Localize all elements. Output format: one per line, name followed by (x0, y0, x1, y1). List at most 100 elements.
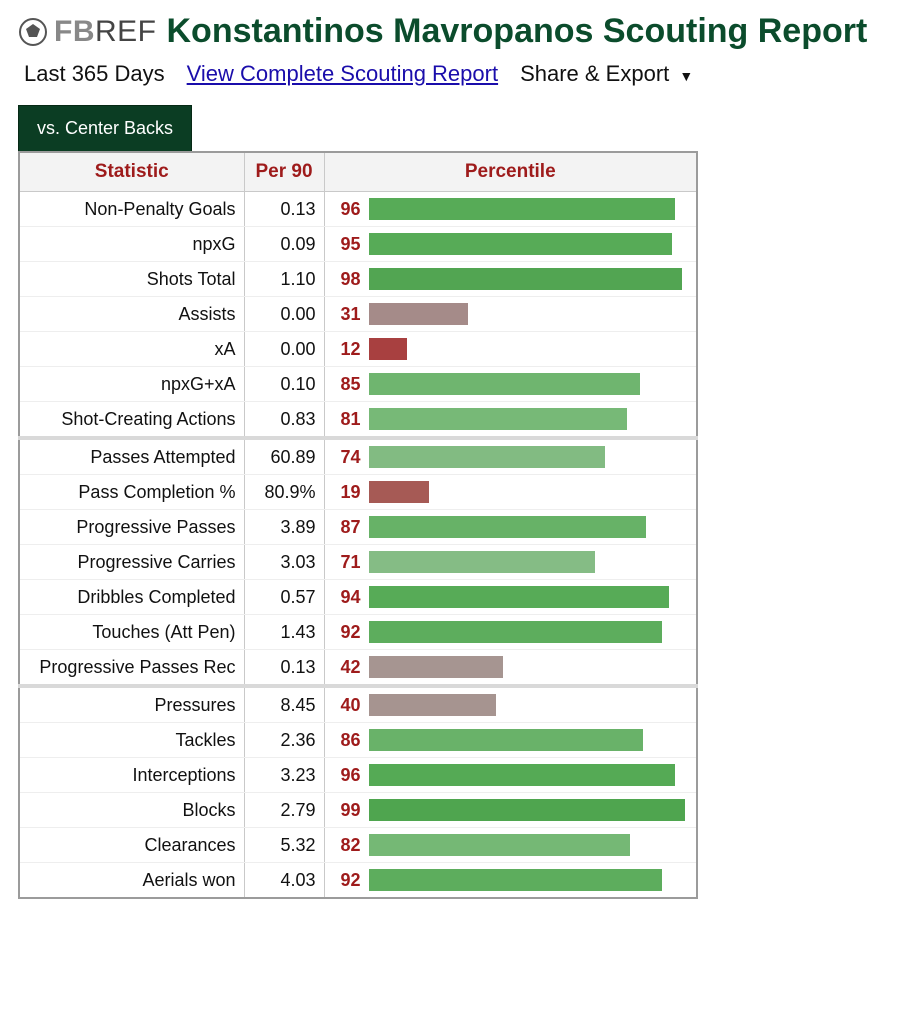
percentile-bar-fill (369, 198, 676, 220)
percentile-value: 92 (333, 870, 361, 891)
percentile-bar-fill (369, 621, 663, 643)
per90-value: 0.09 (244, 227, 324, 262)
percentile-bar (369, 373, 689, 395)
per90-value: 0.10 (244, 367, 324, 402)
percentile-bar-fill (369, 656, 503, 678)
stat-name: Dribbles Completed (19, 580, 244, 615)
table-row: Dribbles Completed0.5794 (19, 580, 697, 615)
per90-value: 2.79 (244, 793, 324, 828)
col-percentile: Percentile (324, 152, 697, 192)
dropdown-caret-icon: ▼ (679, 68, 693, 84)
per90-value: 0.83 (244, 402, 324, 439)
percentile-bar-fill (369, 834, 631, 856)
per90-value: 8.45 (244, 686, 324, 723)
table-row: Progressive Passes3.8987 (19, 510, 697, 545)
percentile-cell: 95 (324, 227, 697, 262)
percentile-value: 96 (333, 199, 361, 220)
table-row: Shot-Creating Actions0.8381 (19, 402, 697, 439)
scouting-table: Statistic Per 90 Percentile Non-Penalty … (18, 151, 698, 899)
page-title: Konstantinos Mavropanos Scouting Report (167, 12, 868, 51)
percentile-bar-fill (369, 729, 644, 751)
percentile-value: 71 (333, 552, 361, 573)
percentile-value: 98 (333, 269, 361, 290)
percentile-cell: 81 (324, 402, 697, 439)
per90-value: 1.10 (244, 262, 324, 297)
stat-name: Progressive Passes Rec (19, 650, 244, 687)
percentile-value: 85 (333, 374, 361, 395)
table-row: Assists0.0031 (19, 297, 697, 332)
percentile-cell: 86 (324, 723, 697, 758)
percentile-value: 87 (333, 517, 361, 538)
per90-value: 0.00 (244, 332, 324, 367)
share-export-label: Share & Export (520, 61, 669, 86)
percentile-value: 31 (333, 304, 361, 325)
table-header-row: Statistic Per 90 Percentile (19, 152, 697, 192)
stat-name: Blocks (19, 793, 244, 828)
per90-value: 60.89 (244, 438, 324, 475)
percentile-value: 82 (333, 835, 361, 856)
percentile-bar (369, 198, 689, 220)
percentile-bar-fill (369, 408, 628, 430)
subheader: Last 365 Days View Complete Scouting Rep… (24, 61, 896, 87)
stat-name: Shots Total (19, 262, 244, 297)
share-export-button[interactable]: Share & Export ▼ (520, 61, 693, 87)
percentile-bar-fill (369, 338, 407, 360)
table-row: Aerials won4.0392 (19, 863, 697, 899)
col-statistic: Statistic (19, 152, 244, 192)
percentile-bar-fill (369, 373, 641, 395)
percentile-bar (369, 764, 689, 786)
stat-name: npxG (19, 227, 244, 262)
percentile-bar-fill (369, 446, 605, 468)
percentile-cell: 82 (324, 828, 697, 863)
table-row: Progressive Passes Rec0.1342 (19, 650, 697, 687)
percentile-bar (369, 268, 689, 290)
percentile-value: 94 (333, 587, 361, 608)
percentile-cell: 12 (324, 332, 697, 367)
percentile-bar (369, 446, 689, 468)
percentile-bar-fill (369, 551, 596, 573)
percentile-cell: 99 (324, 793, 697, 828)
percentile-cell: 92 (324, 863, 697, 899)
stat-name: Interceptions (19, 758, 244, 793)
per90-value: 1.43 (244, 615, 324, 650)
table-row: Tackles2.3686 (19, 723, 697, 758)
site-logo[interactable]: FBREF (18, 15, 157, 49)
stat-name: Pressures (19, 686, 244, 723)
percentile-cell: 71 (324, 545, 697, 580)
per90-value: 5.32 (244, 828, 324, 863)
stat-name: Progressive Passes (19, 510, 244, 545)
percentile-bar (369, 408, 689, 430)
stat-name: Shot-Creating Actions (19, 402, 244, 439)
percentile-cell: 87 (324, 510, 697, 545)
percentile-cell: 42 (324, 650, 697, 687)
table-row: Non-Penalty Goals0.1396 (19, 192, 697, 227)
percentile-bar (369, 834, 689, 856)
percentile-bar-fill (369, 799, 685, 821)
per90-value: 2.36 (244, 723, 324, 758)
stat-name: Aerials won (19, 863, 244, 899)
percentile-bar (369, 551, 689, 573)
percentile-cell: 96 (324, 192, 697, 227)
stat-name: Pass Completion % (19, 475, 244, 510)
logo-ref: REF (95, 15, 157, 49)
period-label: Last 365 Days (24, 61, 165, 87)
view-full-report-link[interactable]: View Complete Scouting Report (187, 61, 498, 87)
stat-name: xA (19, 332, 244, 367)
percentile-bar (369, 516, 689, 538)
tab-comparison[interactable]: vs. Center Backs (18, 105, 192, 151)
percentile-cell: 94 (324, 580, 697, 615)
percentile-value: 12 (333, 339, 361, 360)
table-row: npxG0.0995 (19, 227, 697, 262)
percentile-bar (369, 481, 689, 503)
stat-name: Progressive Carries (19, 545, 244, 580)
table-row: Interceptions3.2396 (19, 758, 697, 793)
table-row: Blocks2.7999 (19, 793, 697, 828)
stat-name: npxG+xA (19, 367, 244, 402)
percentile-cell: 19 (324, 475, 697, 510)
per90-value: 0.13 (244, 650, 324, 687)
table-row: Pressures8.4540 (19, 686, 697, 723)
percentile-cell: 40 (324, 686, 697, 723)
percentile-bar (369, 656, 689, 678)
logo-fb: FB (54, 15, 95, 49)
percentile-cell: 85 (324, 367, 697, 402)
